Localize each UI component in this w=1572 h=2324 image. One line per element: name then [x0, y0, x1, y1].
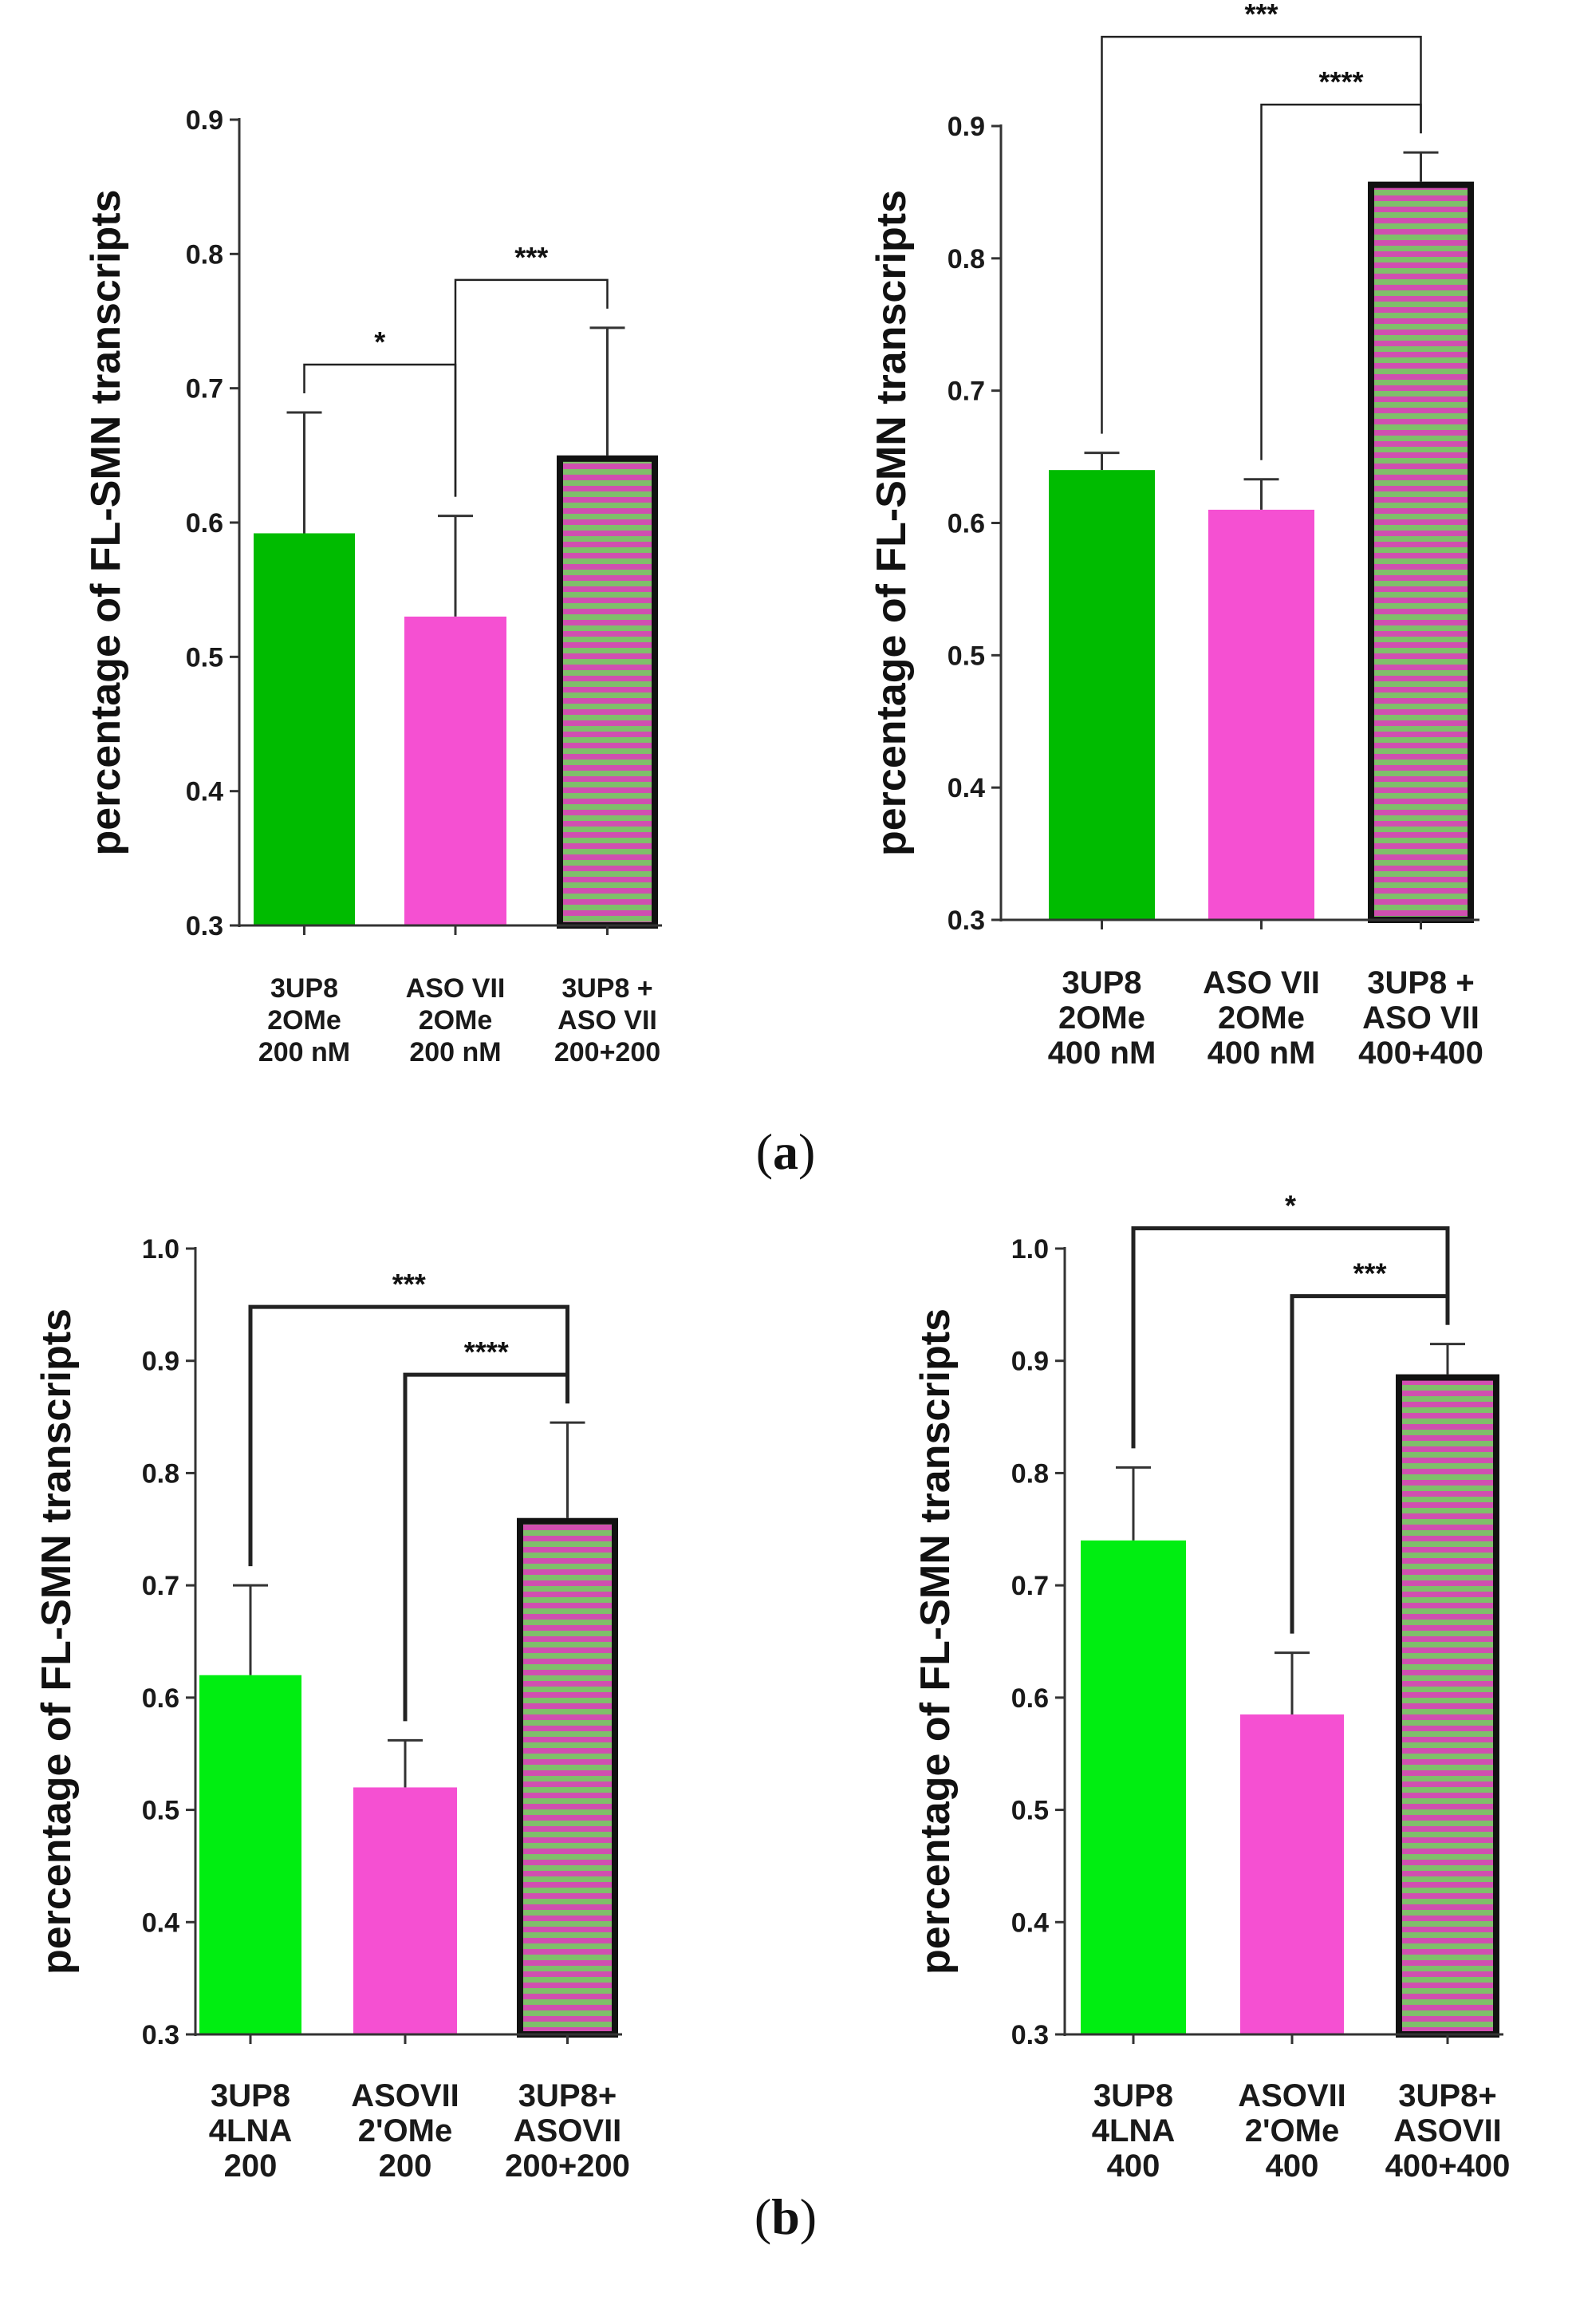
- x-tick-label-0-1: 4LNA: [209, 2113, 292, 2148]
- x-tick-label-0-0: 3UP8: [1062, 965, 1141, 1000]
- x-tick-label-2-0: 3UP8+: [1398, 2078, 1496, 2113]
- y-axis-label: percentage of FL-SMN transcripts: [869, 190, 915, 856]
- bar-1: [404, 617, 506, 925]
- x-tick-label-1-1: 2OMe: [419, 1005, 493, 1036]
- y-tick-label-6: 0.9: [142, 1347, 179, 1377]
- y-tick-label-4: 0.7: [186, 374, 223, 404]
- sig-label-1: *: [1285, 1190, 1296, 1222]
- y-tick-label-1: 0.4: [186, 777, 223, 807]
- sig-label-0: ***: [1353, 1257, 1386, 1290]
- y-tick-label-6: 0.9: [1011, 1347, 1049, 1377]
- y-tick-label-6: 0.9: [948, 112, 985, 142]
- y-tick-label-3: 0.6: [1011, 1683, 1049, 1714]
- y-tick-label-3: 0.6: [948, 509, 985, 539]
- bar-1: [1208, 510, 1314, 920]
- y-tick-label-6: 0.9: [186, 105, 223, 136]
- y-tick-label-2: 0.5: [142, 1796, 179, 1826]
- y-tick-label-4: 0.7: [1011, 1571, 1049, 1601]
- y-tick-label-3: 0.6: [186, 508, 223, 539]
- bar-1: [1240, 1714, 1344, 2034]
- x-tick-label-0-2: 400 nM: [1048, 1036, 1156, 1071]
- x-tick-label-1-2: 400: [1266, 2148, 1319, 2184]
- x-tick-label-1-1: 2'OMe: [1245, 2113, 1339, 2148]
- x-tick-label-0-1: 2OMe: [267, 1005, 341, 1036]
- y-tick-label-0: 0.3: [142, 2020, 179, 2050]
- bar-0: [1049, 470, 1155, 920]
- x-tick-label-1-1: 2OMe: [1218, 1000, 1305, 1036]
- x-tick-label-2-1: ASO VII: [557, 1005, 657, 1036]
- y-tick-label-3: 0.6: [142, 1683, 179, 1714]
- x-tick-label-1-0: ASO VII: [406, 973, 506, 1004]
- y-tick-label-7: 1.0: [142, 1234, 179, 1265]
- x-tick-label-0-0: 3UP8: [270, 973, 338, 1004]
- y-tick-label-5: 0.8: [142, 1458, 179, 1489]
- x-tick-label-0-1: 2OMe: [1058, 1000, 1145, 1036]
- y-axis-label: percentage of FL-SMN transcripts: [912, 1308, 959, 1975]
- y-tick-label-5: 0.8: [948, 244, 985, 274]
- x-tick-label-2-2: 400+400: [1385, 2148, 1511, 2184]
- x-tick-label-2-1: ASOVII: [1393, 2113, 1502, 2148]
- x-tick-label-0-0: 3UP8: [1093, 2078, 1173, 2113]
- y-tick-label-4: 0.7: [142, 1571, 179, 1601]
- x-tick-label-2-2: 200+200: [505, 2148, 630, 2184]
- chart-a-400nm: 0.3 0.4 0.5 0.6 0.7 0.8 0.9 percentage of FL-SM…: [869, 0, 1483, 1071]
- y-axis-label: percentage of FL-SMN transcripts: [83, 189, 129, 855]
- x-tick-label-1-0: ASOVII: [351, 2078, 459, 2113]
- chart-b-200: 0.3 0.4 0.5 0.6 0.7 0.8 0.9 1.0 percentage of FL…: [33, 1234, 630, 2184]
- bar-2: [560, 459, 655, 925]
- figure-canvas: 0.3 0.4 0.5 0.6 0.7 0.8 0.9 percentage of FL-SM…: [0, 0, 1572, 2324]
- y-tick-label-2: 0.5: [948, 641, 985, 671]
- sig-label-0: ****: [464, 1336, 509, 1368]
- bar-1: [353, 1787, 457, 2034]
- x-tick-label-0-2: 200: [224, 2148, 278, 2184]
- x-tick-label-1-2: 200 nM: [409, 1037, 501, 1067]
- x-tick-label-2-2: 400+400: [1358, 1036, 1483, 1071]
- x-tick-label-1-2: 200: [379, 2148, 432, 2184]
- x-tick-label-2-1: ASOVII: [514, 2113, 622, 2148]
- panel-label-a: (a): [756, 1123, 816, 1180]
- y-tick-label-1: 0.4: [1011, 1908, 1049, 1938]
- y-tick-label-0: 0.3: [948, 906, 985, 936]
- x-tick-label-2-0: 3UP8 +: [561, 973, 652, 1004]
- bar-2: [1371, 185, 1471, 920]
- x-tick-label-1-2: 400 nM: [1208, 1036, 1316, 1071]
- sig-label-1: ***: [392, 1268, 426, 1300]
- x-tick-label-0-2: 400: [1107, 2148, 1160, 2184]
- sig-label-1: ***: [514, 241, 548, 274]
- sig-label-0: *: [374, 326, 385, 358]
- x-tick-label-1-1: 2'OMe: [358, 2113, 452, 2148]
- bar-0: [199, 1675, 301, 2034]
- bar-2: [1399, 1378, 1496, 2034]
- y-tick-label-0: 0.3: [1011, 2020, 1049, 2050]
- sig-label-0: ****: [1318, 65, 1363, 98]
- x-tick-label-2-1: ASO VII: [1362, 1000, 1479, 1036]
- y-axis-label: percentage of FL-SMN transcripts: [33, 1308, 80, 1975]
- y-tick-label-5: 0.8: [1011, 1458, 1049, 1489]
- chart-b-400: 0.3 0.4 0.5 0.6 0.7 0.8 0.9 1.0 percentage of FL…: [912, 1190, 1510, 2184]
- y-tick-label-7: 1.0: [1011, 1234, 1049, 1265]
- bar-0: [254, 533, 355, 925]
- x-tick-label-1-0: ASO VII: [1203, 965, 1320, 1000]
- chart-a-200nm: 0.3 0.4 0.5 0.6 0.7 0.8 0.9 percentage of FL-SM…: [83, 105, 662, 1067]
- x-tick-label-0-2: 200 nM: [258, 1037, 350, 1067]
- panel-label-b: (b): [754, 2188, 817, 2245]
- bar-2: [520, 1521, 615, 2034]
- x-tick-label-2-0: 3UP8+: [518, 2078, 617, 2113]
- y-tick-label-5: 0.8: [186, 239, 223, 270]
- y-tick-label-1: 0.4: [948, 773, 985, 803]
- x-tick-label-1-0: ASOVII: [1238, 2078, 1346, 2113]
- y-tick-label-2: 0.5: [186, 642, 223, 673]
- sig-bracket-0: [305, 365, 456, 497]
- x-tick-label-0-1: 4LNA: [1092, 2113, 1175, 2148]
- x-tick-label-2-2: 200+200: [554, 1037, 660, 1067]
- bar-0: [1081, 1541, 1186, 2034]
- x-tick-label-2-0: 3UP8 +: [1367, 965, 1475, 1000]
- x-tick-label-0-0: 3UP8: [211, 2078, 290, 2113]
- y-tick-label-0: 0.3: [186, 911, 223, 941]
- y-tick-label-2: 0.5: [1011, 1796, 1049, 1826]
- y-tick-label-4: 0.7: [948, 377, 985, 407]
- sig-label-1: ***: [1244, 0, 1278, 30]
- y-tick-label-1: 0.4: [142, 1908, 179, 1938]
